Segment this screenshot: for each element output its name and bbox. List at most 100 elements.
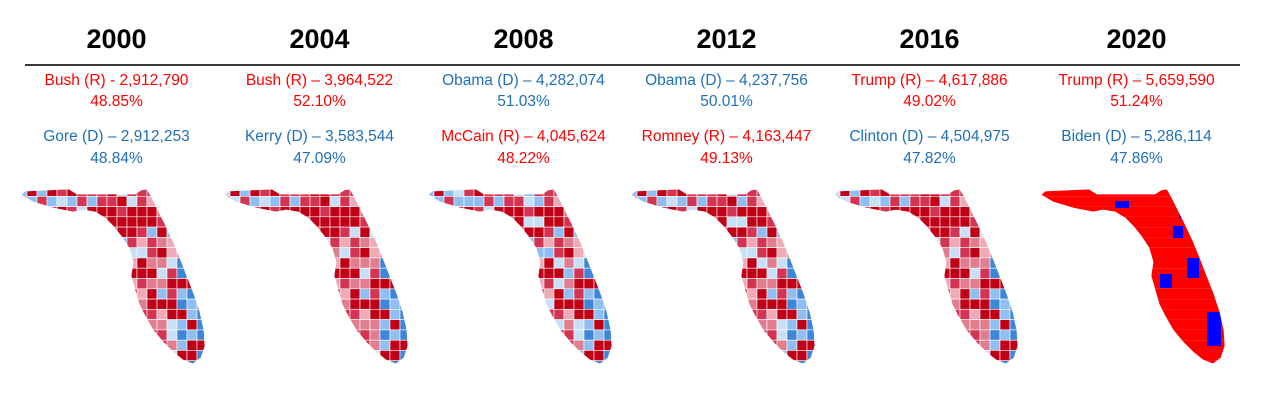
county-shape: [1107, 299, 1117, 310]
county-shape: [839, 309, 851, 320]
county-shape: [399, 196, 408, 207]
county-shape: [56, 350, 68, 361]
county-shape: [1087, 227, 1097, 238]
county-shape: [676, 216, 688, 228]
county-shape: [513, 278, 525, 290]
county-shape: [86, 247, 98, 259]
county-shape: [1041, 268, 1047, 279]
county-shape: [583, 226, 595, 238]
county-shape: [1147, 227, 1157, 238]
county-shape: [1167, 268, 1177, 279]
county-shape: [839, 339, 851, 351]
county-shape: [686, 309, 698, 320]
county-shape: [1047, 329, 1057, 341]
county-shape: [56, 247, 68, 259]
county-shape: [636, 216, 648, 228]
county-shape: [1067, 247, 1077, 258]
county-shape: [656, 329, 668, 341]
county-shape: [1207, 299, 1217, 310]
county-shape: [1137, 350, 1147, 361]
county-shape: [126, 298, 138, 310]
winner-percent: 51.24%: [1110, 93, 1163, 110]
county-shape: [289, 360, 301, 364]
county-shape: [176, 206, 188, 218]
county-shape: [879, 267, 891, 279]
county-shape: [76, 237, 88, 249]
county-shape: [493, 288, 505, 300]
county-shape: [299, 288, 311, 300]
county-shape: [806, 189, 815, 197]
county-shape: [289, 216, 301, 228]
county-shape: [66, 247, 78, 259]
winner-votes: Obama (D) – 4,282,074: [442, 72, 605, 89]
county-shape: [1087, 309, 1097, 320]
county-shape: [463, 339, 475, 351]
county-shape: [1067, 189, 1077, 197]
county-shape: [359, 247, 371, 259]
county-shape: [433, 267, 445, 279]
county-shape: [410, 279, 420, 289]
county-shape: [428, 206, 435, 218]
county-shape: [1227, 237, 1237, 247]
county-shape: [493, 196, 505, 207]
county-shape: [756, 298, 768, 310]
county-shape: [533, 196, 545, 207]
county-shape: [279, 216, 291, 228]
county-shape: [1167, 360, 1177, 364]
county-shape: [1117, 340, 1127, 351]
county-shape: [1117, 237, 1127, 248]
county-shape: [817, 289, 827, 299]
county-shape: [706, 189, 718, 197]
county-shape: [1227, 268, 1237, 278]
county-shape: [473, 319, 485, 331]
county-shape: [1167, 247, 1177, 258]
county-shape: [1217, 278, 1225, 289]
county-shape: [696, 350, 708, 361]
county-shape: [1107, 257, 1117, 269]
county-shape: [766, 339, 778, 351]
county-shape: [696, 339, 708, 351]
county-shape: [379, 247, 391, 259]
county-shape: [1097, 189, 1107, 197]
county-shape: [1041, 319, 1047, 330]
county-shape: [879, 360, 891, 364]
county-shape: [573, 298, 585, 310]
county-shape: [676, 298, 688, 310]
county-shape: [428, 360, 435, 364]
county-shape: [646, 309, 658, 320]
county-shape: [433, 288, 445, 300]
county-shape: [86, 216, 98, 228]
county-shape: [939, 309, 951, 320]
county-shape: [369, 339, 381, 351]
county-shape: [349, 298, 361, 310]
county-shape: [1020, 268, 1030, 278]
county-shape: [229, 216, 241, 228]
county-shape: [686, 237, 698, 249]
county-shape: [46, 278, 58, 290]
county-shape: [1147, 319, 1157, 330]
county-shape: [369, 216, 381, 228]
county-shape: [869, 189, 881, 197]
county-shape: [746, 196, 758, 207]
county-shape: [249, 319, 261, 331]
county-shape: [1137, 299, 1147, 310]
county-shape: [473, 278, 485, 290]
county-shape: [493, 216, 505, 228]
county-shape: [869, 216, 881, 228]
county-shape: [756, 267, 768, 279]
county-shape: [1020, 258, 1030, 268]
county-shape: [410, 350, 420, 360]
county-shape: [989, 216, 1001, 228]
county-shape: [379, 309, 391, 320]
county-shape: [583, 206, 595, 218]
county-shape: [676, 329, 688, 341]
county-shape: [686, 278, 698, 290]
county-shape: [696, 278, 708, 290]
county-shape: [1087, 329, 1097, 341]
county-shape: [56, 267, 68, 279]
county-shape: [136, 206, 148, 218]
county-shape: [656, 360, 668, 364]
county-shape: [1227, 361, 1237, 371]
county-shape: [433, 329, 445, 341]
county-shape: [1047, 268, 1057, 279]
